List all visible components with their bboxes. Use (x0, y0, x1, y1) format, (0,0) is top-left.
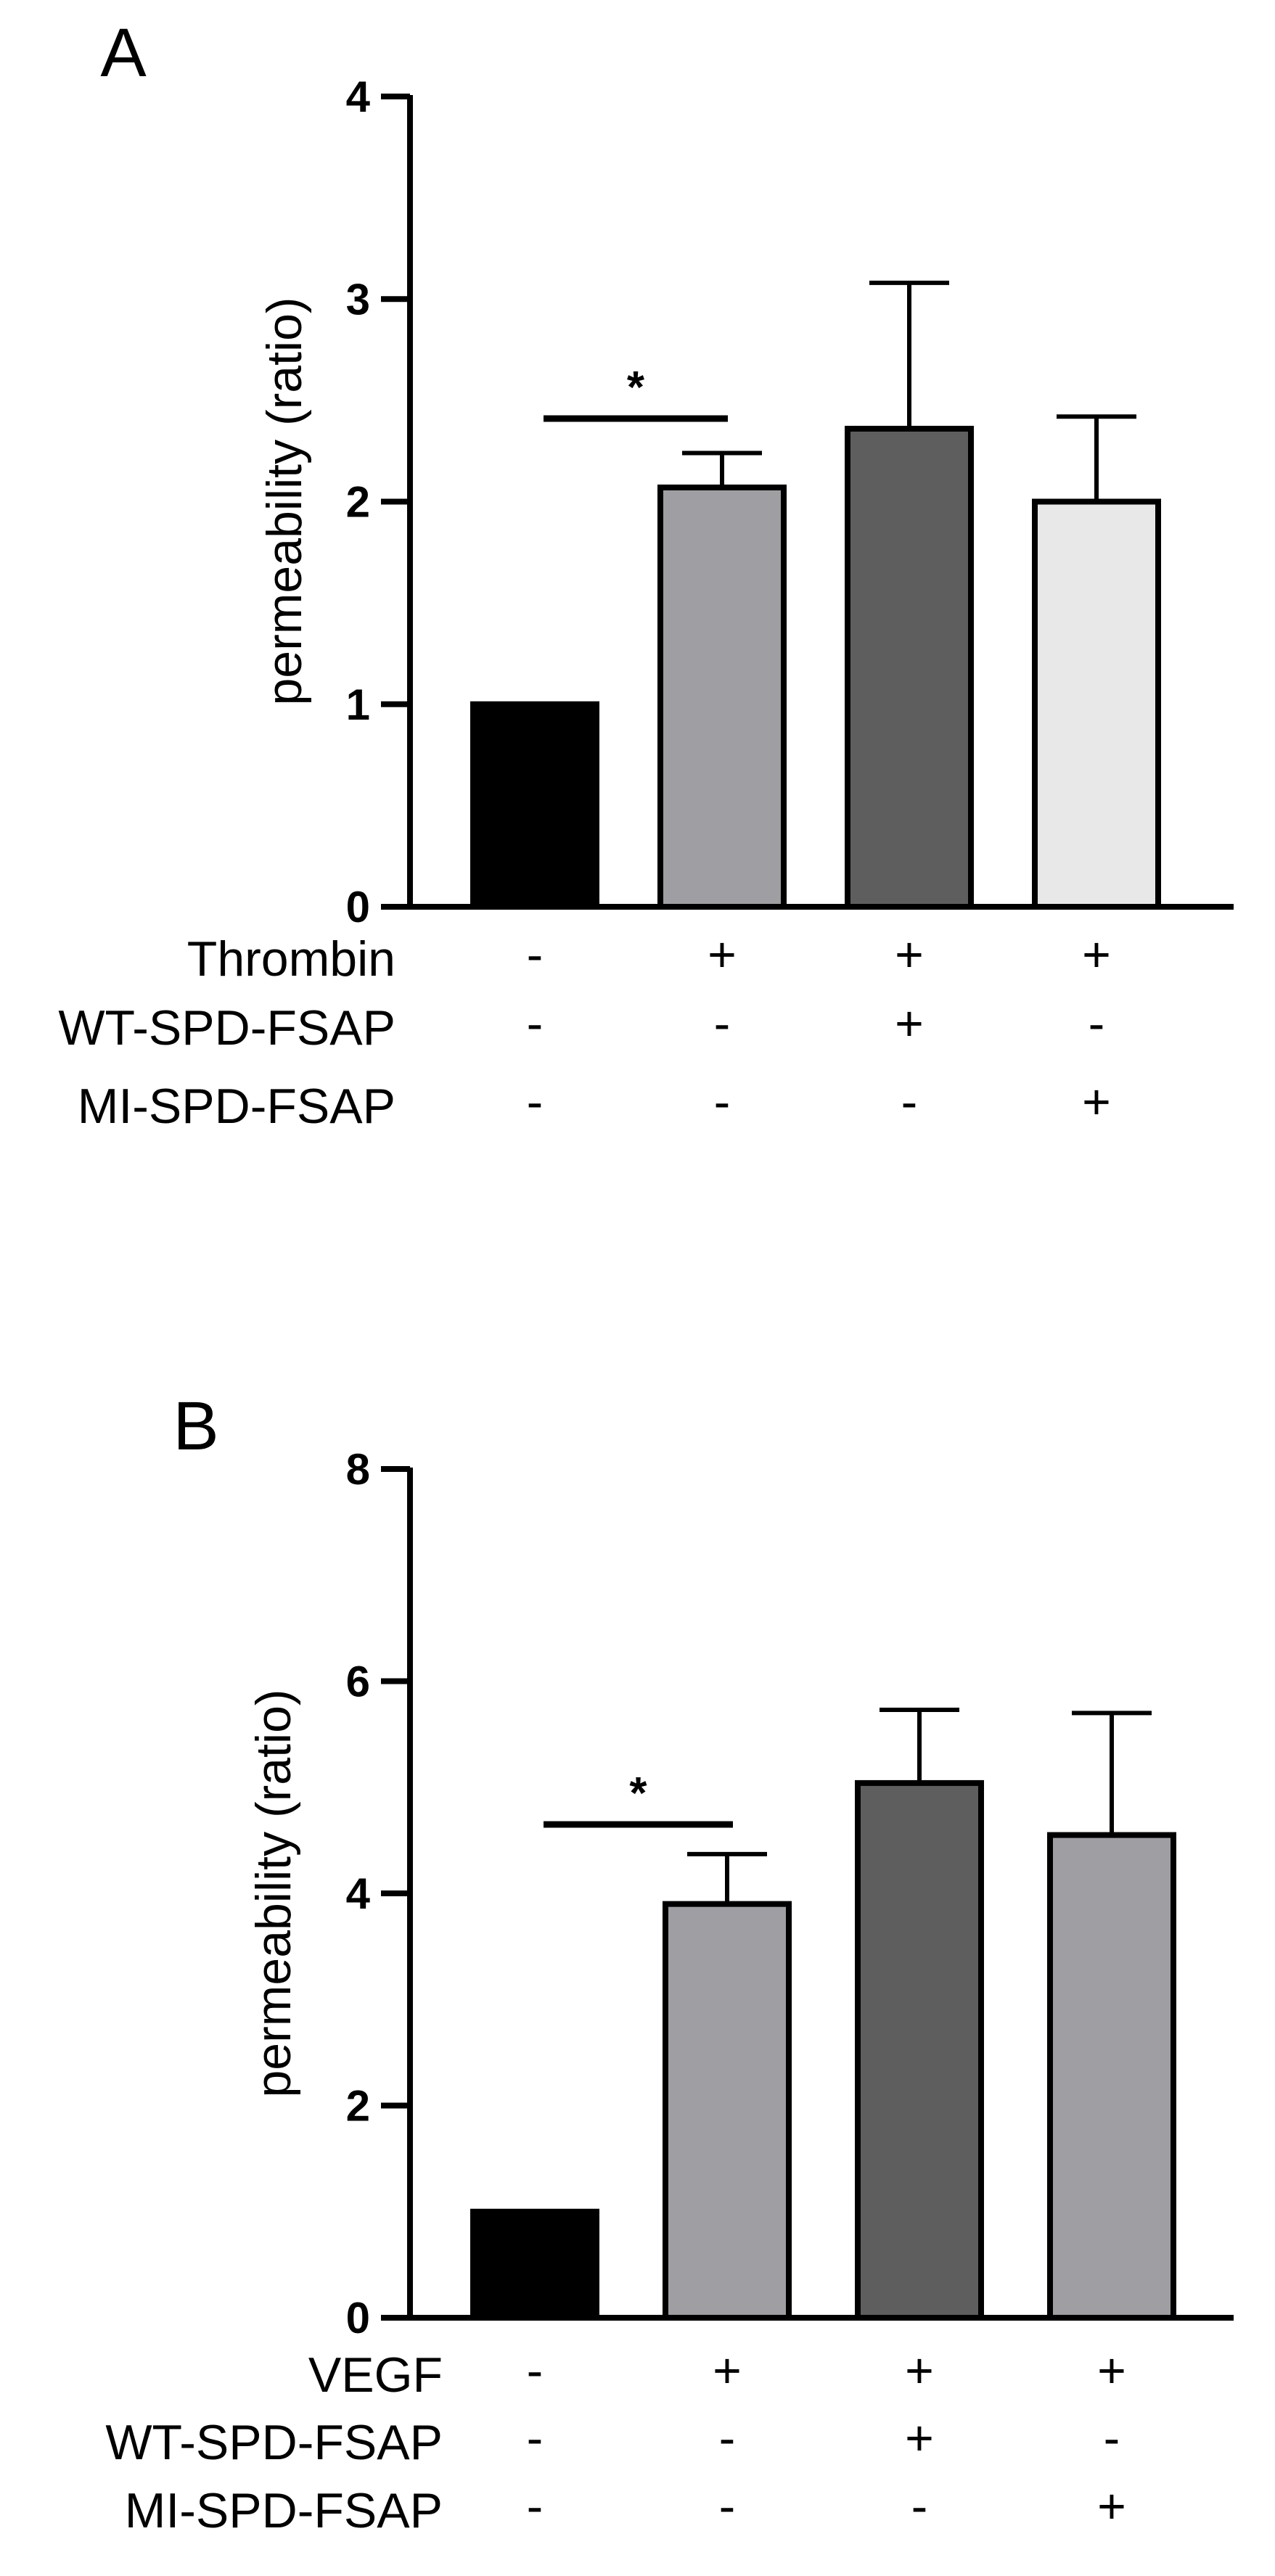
y-axis-label: permeability (ratio) (257, 297, 312, 705)
panel-label: A (100, 15, 147, 91)
condition-sign: + (708, 927, 737, 982)
y-tick-label: 1 (346, 680, 370, 729)
y-tick-label: 0 (346, 2294, 370, 2342)
condition-sign: + (1097, 2479, 1126, 2534)
condition-sign: + (1082, 927, 1111, 982)
bar (1032, 498, 1161, 910)
y-tick-label: 4 (346, 73, 371, 121)
condition-label: MI-SPD-FSAP (78, 1079, 395, 1134)
condition-label: Thrombin (187, 931, 395, 987)
y-tick-label: 6 (346, 1658, 370, 1706)
condition-sign: - (911, 2479, 928, 2534)
significance-star: * (627, 363, 645, 413)
condition-sign: - (901, 1074, 918, 1129)
bar (657, 484, 787, 910)
condition-sign: + (713, 2343, 742, 2398)
condition-sign: - (527, 927, 544, 982)
condition-sign: - (1104, 2411, 1120, 2466)
y-tick-label: 4 (346, 1869, 371, 1918)
condition-sign: - (714, 996, 731, 1051)
bar (855, 1779, 984, 2321)
condition-sign: - (719, 2411, 736, 2466)
significance-star: * (629, 1769, 647, 1819)
bar (1047, 1832, 1176, 2321)
bar (470, 2208, 599, 2321)
y-tick-label: 8 (346, 1445, 370, 1494)
bar (663, 1901, 792, 2321)
y-tick-label: 2 (346, 2082, 370, 2131)
y-tick-label: 0 (346, 883, 370, 931)
condition-sign: - (527, 996, 544, 1051)
condition-sign: - (714, 1074, 731, 1129)
condition-sign: - (527, 2343, 544, 2398)
y-axis-label: permeability (ratio) (246, 1689, 301, 2097)
condition-sign: - (1089, 996, 1105, 1051)
condition-sign: + (905, 2343, 934, 2398)
condition-sign: - (527, 2411, 544, 2466)
bar (845, 425, 974, 910)
condition-label: WT-SPD-FSAP (58, 1000, 395, 1055)
condition-sign: - (719, 2479, 736, 2534)
condition-label: MI-SPD-FSAP (125, 2483, 443, 2538)
y-tick-label: 2 (346, 478, 370, 527)
condition-sign: + (895, 996, 924, 1051)
condition-label: WT-SPD-FSAP (105, 2415, 443, 2470)
condition-sign: + (1097, 2343, 1126, 2398)
condition-sign: - (527, 2479, 544, 2534)
condition-label: VEGF (308, 2347, 443, 2403)
panel-label: B (173, 1388, 218, 1465)
condition-sign: + (1082, 1074, 1111, 1129)
y-tick-label: 3 (346, 275, 370, 324)
condition-sign: - (527, 1074, 544, 1129)
condition-sign: + (905, 2411, 934, 2466)
bar (470, 701, 599, 910)
condition-sign: + (895, 927, 924, 982)
